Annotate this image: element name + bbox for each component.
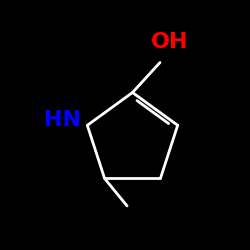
Text: HN: HN xyxy=(44,110,81,130)
Text: OH: OH xyxy=(151,32,189,52)
